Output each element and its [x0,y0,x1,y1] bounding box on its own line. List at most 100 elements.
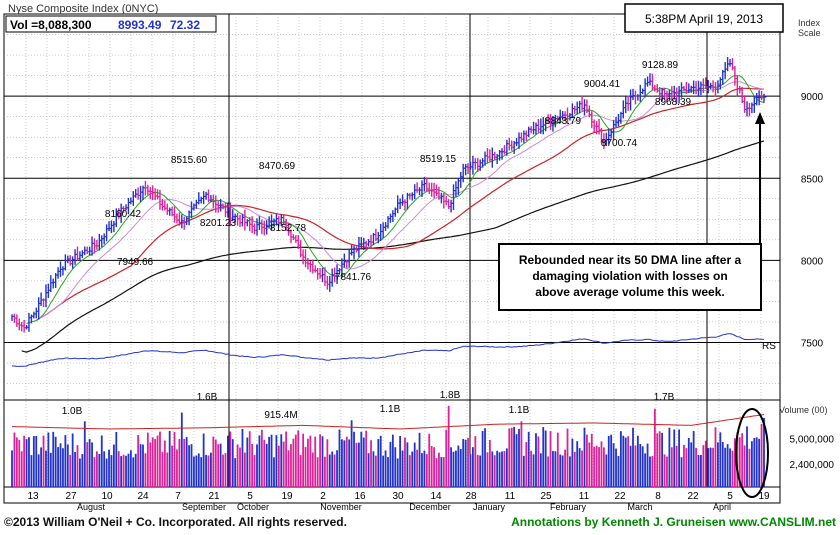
price-annotation: 7841.76 [335,272,372,283]
volume-bar [348,439,351,487]
volume-bar [481,430,484,487]
volume-bar [498,452,501,487]
volume-bar [457,445,460,487]
volume-bar [750,441,753,487]
volume-bar [755,437,758,487]
volume-bar [11,450,13,487]
volume-bar [639,444,642,487]
volume-bar [224,453,227,487]
volume-bar [357,442,360,487]
volume-bar [219,443,222,487]
volume-bar [474,436,477,487]
x-tick-label: 19 [281,491,293,502]
volume-bar [733,438,736,487]
x-tick-label: 25 [540,491,552,502]
volume-bar [452,451,455,487]
volume-bar [520,421,523,487]
volume-bar [700,454,702,487]
volume-bar [496,450,499,487]
x-tick-label: 8 [655,491,661,502]
volume-bar [593,446,596,487]
volume-bar [161,451,164,487]
volume-bar [753,437,756,487]
x-tick-label: 22 [687,491,699,502]
volume-bar [343,440,346,487]
volume-bar [515,434,518,487]
volume-bar [32,436,35,487]
volume-bar [738,437,741,487]
volume-bar [37,454,40,487]
volume-bar [491,451,494,487]
volume-bar [617,455,620,487]
volume-bar [462,438,465,487]
price-annotation: 8470.69 [259,161,296,172]
volume-bar [476,454,479,487]
volume-bar [605,454,608,487]
volume-bar [675,445,678,487]
volume-bar [663,454,666,487]
volume-bar [132,457,135,487]
volume-bar [248,431,251,487]
volume-bar [324,456,326,487]
volume-bar [134,453,137,487]
volume-bar [598,447,600,487]
ma21-line [31,81,765,323]
volume-bar [226,435,229,487]
volume-bar [47,432,50,487]
x-tick-label: 13 [27,491,39,502]
volume-bar [251,443,254,487]
volume-bar [112,444,115,487]
volume-bar [731,450,734,487]
volume-bar [180,412,183,487]
volume-bar [469,454,472,487]
volume-bar [83,421,86,487]
volume-bar [307,438,309,487]
volume-bar [54,436,57,487]
volume-bar [243,452,246,487]
x-tick-label: 11 [579,491,590,502]
volume-bar [258,435,261,487]
volume-bar [239,447,241,487]
y-tick-label: 8000 [801,256,824,267]
volume-bar [627,436,630,487]
volume-bar [391,434,394,487]
volume-bar [212,436,215,487]
volume-bar [146,432,149,487]
scale-label-scale: Scale [798,28,821,38]
rs-label: RS [762,341,776,352]
volume-bar [445,429,448,487]
volume-bar [277,445,280,487]
volume-bar [741,433,744,487]
volume-bar [350,420,353,487]
vol-label: Vol =8,088,300 [10,18,92,32]
volume-bar [365,430,368,487]
volume-bar [743,445,746,487]
volume-bar [423,450,426,487]
volume-bar [658,431,661,487]
volume-bar [66,444,69,487]
volume-annotation: 915.4M [264,410,297,421]
volume-bar [595,445,598,487]
volume-bar [110,455,113,487]
volume-bar [493,455,496,487]
volume-bar [746,426,748,487]
volume-bar [282,441,285,487]
volume-bar [76,445,79,487]
volume-bar [40,447,43,487]
volume-bar [333,454,336,487]
volume-bar [185,437,188,487]
volume-bar [151,437,154,487]
volume-bar [653,408,656,487]
x-tick-label: 21 [208,491,220,502]
volume-bar [103,451,106,487]
month-label: April [713,502,731,512]
volume-average-line [12,414,765,430]
volume-bar [632,427,634,487]
volume-bar [590,433,593,487]
volume-bar [159,431,161,487]
volume-bar [554,451,557,487]
volume-bar [287,450,290,487]
change-value: 72.32 [170,18,200,32]
volume-bar [234,458,237,487]
volume-bar [578,448,581,487]
